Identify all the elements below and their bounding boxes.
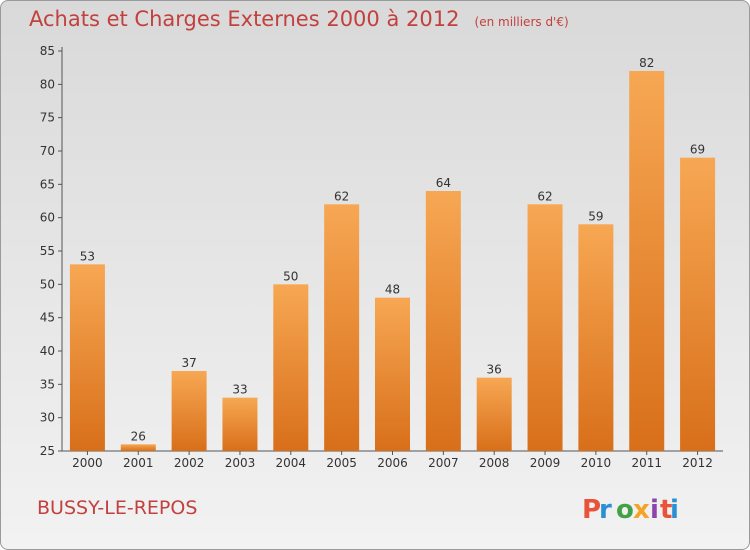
- y-tick-label: 75: [40, 111, 55, 125]
- y-tick-label: 55: [40, 244, 55, 258]
- x-tick-label: 2000: [72, 456, 103, 470]
- bar-value-label: 37: [181, 356, 196, 370]
- bar: [680, 157, 716, 451]
- y-tick-label: 25: [40, 444, 55, 458]
- bar-value-label: 48: [385, 283, 400, 297]
- x-tick-label: 2011: [631, 456, 662, 470]
- proxiti-logo: Pr o x i ti: [582, 495, 679, 525]
- bar: [578, 224, 614, 451]
- y-tick-label: 85: [40, 44, 55, 58]
- chart-unit-note: (en milliers d'€): [474, 15, 569, 29]
- bar-value-label: 26: [131, 429, 146, 443]
- x-tick-label: 2008: [479, 456, 510, 470]
- y-tick-label: 50: [40, 277, 55, 291]
- bar-value-label: 69: [690, 143, 705, 157]
- logo-letter: i: [670, 495, 679, 525]
- logo-letter: r: [599, 495, 612, 525]
- bar-value-label: 64: [436, 176, 451, 190]
- proxiti-logo-text: Pr o x i ti: [582, 495, 679, 525]
- logo-letter: P: [582, 495, 601, 525]
- bar: [69, 264, 105, 451]
- commune-name: BUSSY-LE-REPOS: [37, 497, 198, 519]
- bar: [527, 204, 563, 451]
- logo-letter: t: [660, 495, 672, 525]
- y-tick-label: 45: [40, 311, 55, 325]
- chart-title: Achats et Charges Externes 2000 à 2012: [29, 7, 460, 31]
- bar: [222, 397, 258, 451]
- bar: [324, 204, 360, 451]
- bar-value-label: 62: [537, 189, 552, 203]
- bar-value-label: 36: [487, 363, 502, 377]
- y-tick-label: 35: [40, 377, 55, 391]
- bar-value-label: 50: [283, 269, 298, 283]
- x-tick-label: 2007: [428, 456, 459, 470]
- x-tick-label: 2003: [225, 456, 256, 470]
- logo-letter: x: [633, 495, 650, 525]
- logo-letter: i: [650, 495, 659, 525]
- bar-value-label: 33: [232, 383, 247, 397]
- bar: [375, 297, 410, 451]
- logo-letter: o: [616, 495, 634, 525]
- chart-bars: 53 26 37 33 50 62 48 64 36 62 59 82 69: [69, 56, 716, 451]
- bar: [476, 377, 512, 451]
- x-tick-label: 2009: [530, 456, 561, 470]
- x-tick-label: 2012: [682, 456, 713, 470]
- x-tick-label: 2005: [326, 456, 357, 470]
- x-tick-label: 2004: [276, 456, 307, 470]
- bar-value-label: 59: [588, 209, 603, 223]
- bar: [629, 71, 665, 451]
- x-tick-label: 2006: [377, 456, 408, 470]
- chart-axes: 25 30 35 40 45 50 55 60 65 70 75 80 85 2000 2001 2002 20…: [40, 44, 723, 470]
- y-tick-label: 80: [40, 77, 55, 91]
- y-tick-label: 70: [40, 144, 55, 158]
- bar-value-label: 53: [80, 249, 95, 263]
- chart-title-block: Achats et Charges Externes 2000 à 2012 (…: [29, 7, 569, 31]
- x-tick-label: 2001: [123, 456, 154, 470]
- bar: [171, 371, 207, 451]
- y-tick-label: 30: [40, 411, 55, 425]
- y-tick-label: 60: [40, 211, 55, 225]
- x-tick-label: 2010: [581, 456, 612, 470]
- bar: [120, 444, 156, 451]
- x-tick-label: 2002: [174, 456, 205, 470]
- bar: [273, 284, 309, 451]
- y-tick-label: 40: [40, 344, 55, 358]
- bar: [425, 191, 461, 451]
- bar-value-label: 82: [639, 56, 654, 70]
- bar-value-label: 62: [334, 189, 349, 203]
- y-tick-label: 65: [40, 177, 55, 191]
